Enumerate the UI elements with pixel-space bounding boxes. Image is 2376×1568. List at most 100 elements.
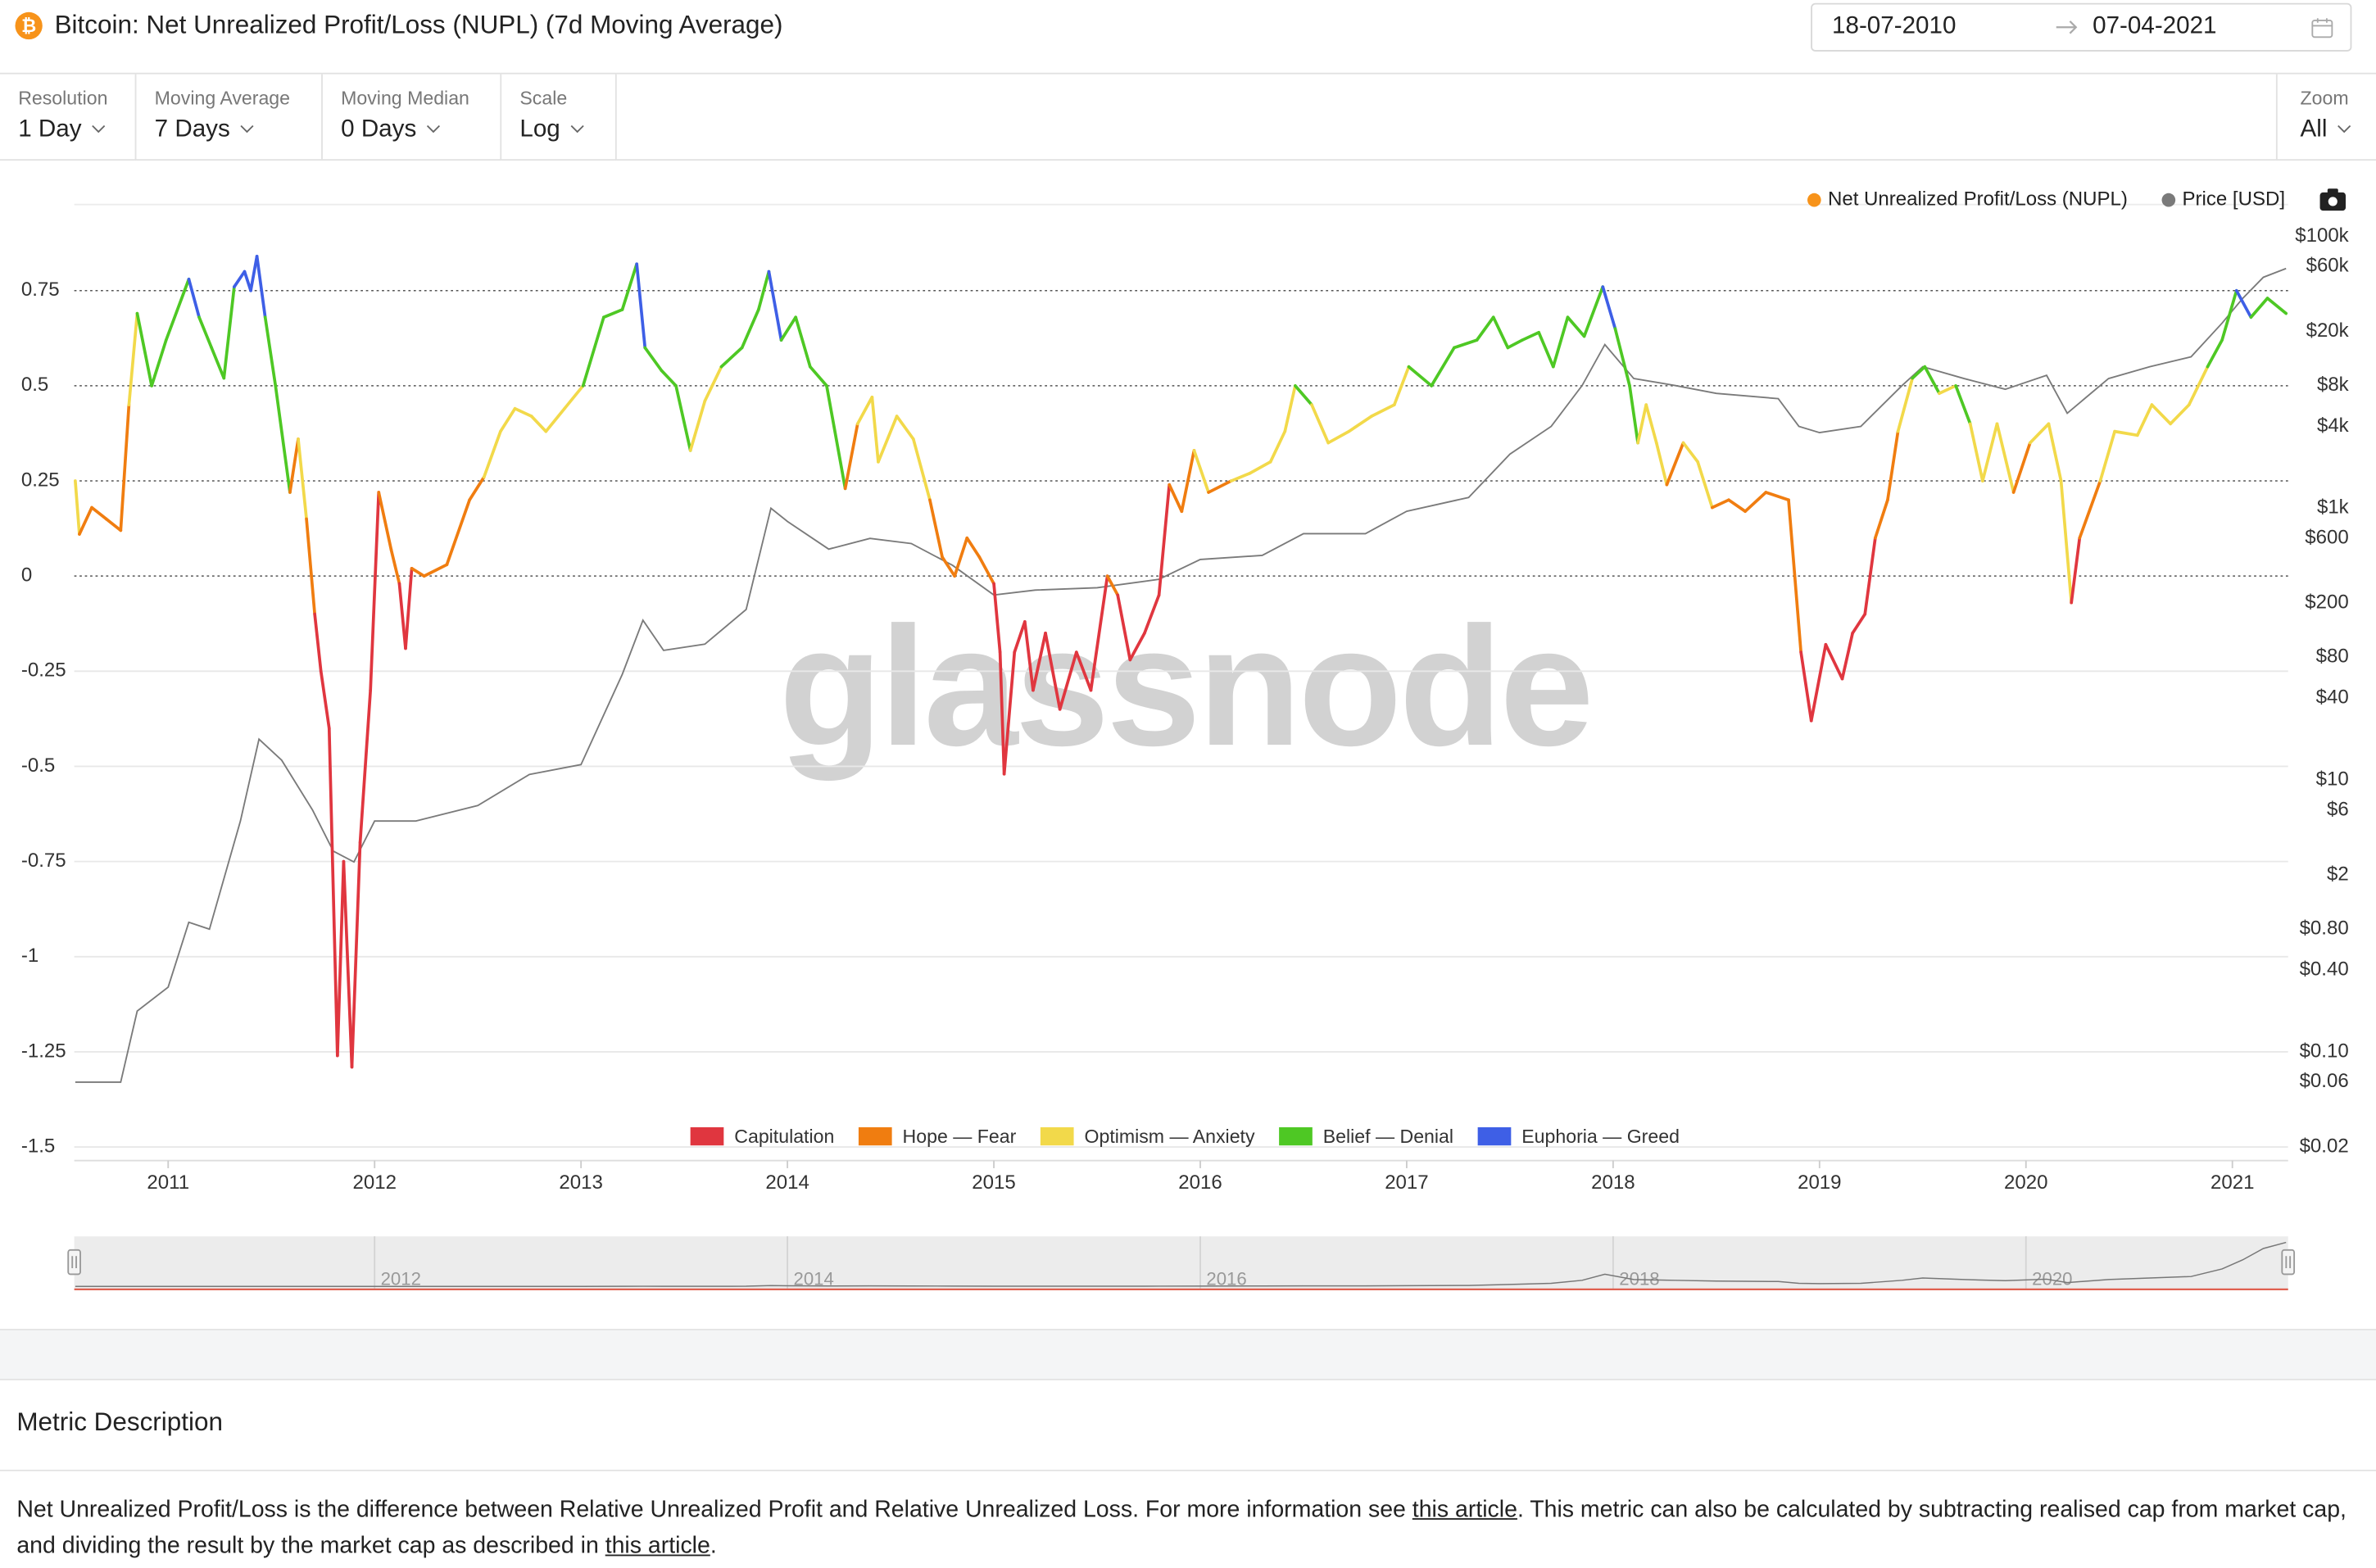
y2-tick-label: $0.40 (2300, 958, 2349, 981)
legend-label[interactable]: Net Unrealized Profit/Loss (NUPL) (1828, 188, 2128, 210)
legend-label[interactable]: Price [USD] (2182, 188, 2285, 210)
date-from[interactable]: 18-07-2010 (1832, 13, 1957, 40)
nupl-segment (243, 270, 252, 292)
nupl-segment (808, 365, 828, 387)
nupl-segment (2206, 338, 2224, 369)
nupl-segment (397, 582, 407, 650)
nupl-segment (877, 415, 899, 464)
nupl-segment (1116, 593, 1132, 662)
navigator-handle[interactable] (2281, 1249, 2296, 1276)
nupl-segment (953, 536, 969, 578)
zoom-dropdown[interactable]: Zoom All (2275, 74, 2376, 161)
dropdown[interactable]: Resolution 1 Day (0, 74, 137, 161)
date-range-picker[interactable]: 18-07-2010 07-04-2021 (1811, 2, 2352, 52)
nupl-segment (1873, 498, 1889, 540)
section-title: Metric Description (16, 1407, 223, 1437)
nupl-segment (255, 255, 267, 319)
dropdown[interactable]: Scale Log (501, 74, 617, 161)
nupl-segment (1710, 498, 1730, 510)
zone-label: Belief — Denial (1323, 1126, 1453, 1147)
calendar-icon[interactable] (2310, 16, 2333, 39)
nupl-segment (499, 406, 517, 433)
link[interactable]: this article (1412, 1497, 1517, 1523)
y2-tick-label: $4k (2317, 415, 2350, 437)
chevron-icon (426, 125, 440, 134)
x-tick-label: 2020 (2004, 1171, 2047, 1194)
date-to[interactable]: 07-04-2021 (2093, 13, 2217, 40)
nupl-segment (1013, 620, 1027, 654)
chevron (2337, 125, 2351, 134)
nupl-segment (297, 437, 308, 521)
text: Net Unrealized Profit/Loss is the differ… (16, 1497, 1412, 1523)
dropdown-label: Moving Average (154, 88, 291, 110)
nupl-segment (643, 346, 664, 373)
nupl-segment (895, 415, 915, 441)
nupl-segment (1743, 491, 1768, 514)
dropdown[interactable]: Moving Average 7 Days (136, 74, 323, 161)
nupl-segment (127, 311, 139, 406)
nupl-segment (855, 395, 874, 426)
nupl-segment (1809, 642, 1828, 723)
nupl-segment (422, 563, 449, 578)
nupl-segment (1128, 632, 1146, 662)
y2-tick-label: $80 (2316, 646, 2349, 668)
dropdown-value-text: 1 Day (18, 116, 82, 143)
nupl-segment (767, 270, 783, 342)
nupl-segment (468, 475, 486, 502)
dropdown-label: Moving Median (341, 88, 469, 110)
x-tick-label: 2013 (559, 1171, 602, 1194)
navigator-tick-label: 2018 (1619, 1269, 1659, 1289)
nupl-segment (1799, 650, 1813, 723)
nupl-segment (2265, 297, 2288, 315)
nupl-segment (104, 517, 123, 532)
y2-tick-label: $8k (2317, 374, 2350, 396)
nupl-segment (389, 547, 401, 586)
nupl-segment (74, 479, 81, 536)
nupl-segment (90, 505, 108, 521)
nupl-segment (1430, 346, 1456, 387)
nupl-segment (350, 841, 362, 1069)
nupl-segment (2098, 429, 2116, 483)
camera-lens (2328, 197, 2337, 206)
x-tick-label: 2014 (765, 1171, 809, 1194)
nupl-segment (249, 255, 259, 292)
nupl-segment (404, 567, 414, 650)
nupl-segment (756, 270, 771, 311)
dropdown[interactable]: Moving Median 0 Days (323, 74, 502, 161)
nupl-segment (1453, 338, 1479, 350)
nupl-segment (1168, 483, 1184, 514)
nupl-segment (1995, 422, 2016, 494)
nupl-segment (1840, 632, 1854, 681)
x-tick-label: 2019 (1798, 1171, 1841, 1194)
legend-marker (2161, 193, 2176, 207)
nupl-segment (1105, 574, 1120, 597)
link[interactable]: this article (605, 1533, 710, 1560)
camera-icon[interactable] (2319, 188, 2347, 211)
nupl-segment (1954, 384, 1972, 426)
camera-top (2327, 188, 2338, 195)
nupl-segment (779, 315, 798, 342)
navigator-handle[interactable] (67, 1249, 81, 1276)
nupl-segment (941, 555, 957, 578)
nupl-segment (2011, 441, 2032, 494)
nupl-segment (482, 429, 502, 479)
nupl-segment (965, 536, 982, 559)
nupl-segment (336, 859, 346, 1058)
nupl-segment (1268, 429, 1287, 464)
y2-tick-label: $200 (2305, 591, 2348, 614)
separator-band (0, 1329, 2376, 1380)
y2-tick-label: $2 (2327, 863, 2349, 886)
chevron (91, 125, 105, 134)
nupl-segment (1696, 460, 1714, 510)
nupl-segment (2150, 403, 2172, 426)
text: . This metric can also be calculated by … (16, 1497, 2347, 1560)
y-tick-label: 0.5 (21, 374, 48, 396)
nupl-segment (1923, 365, 1941, 396)
dropdown-value: 7 Days (155, 116, 255, 143)
dropdown-value-text: 7 Days (154, 116, 230, 143)
nupl-segment (1636, 403, 1648, 445)
nupl-segment (2169, 403, 2191, 426)
nupl-segment (911, 437, 932, 502)
chevron-icon (91, 125, 105, 134)
